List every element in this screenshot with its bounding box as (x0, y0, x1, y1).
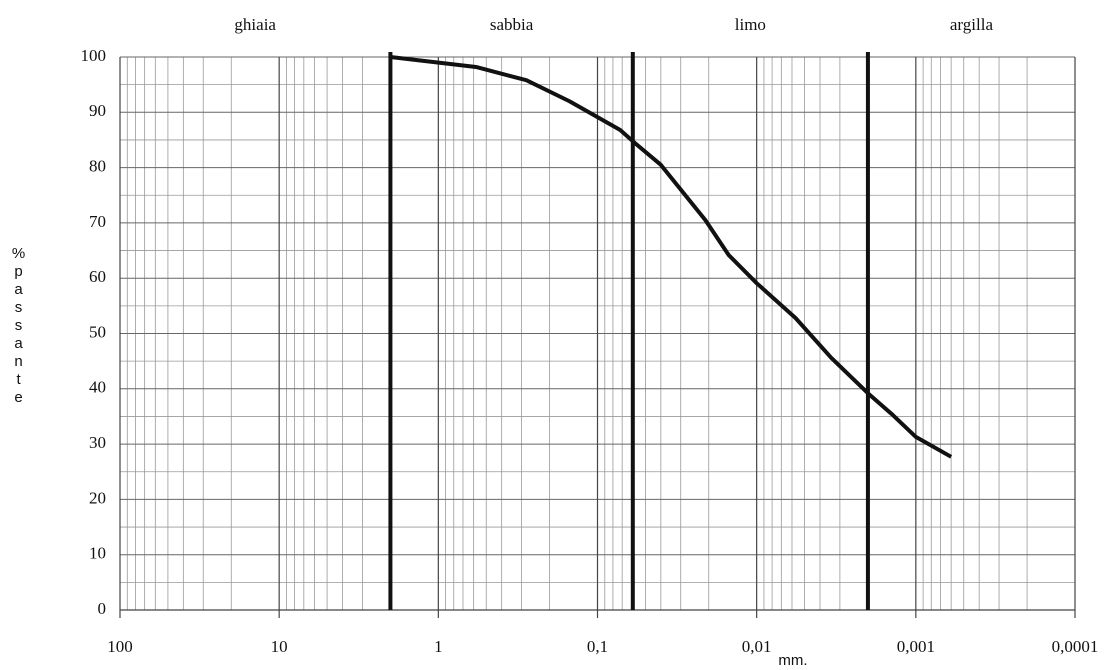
y-tick-label: 90 (89, 101, 106, 120)
x-tick-label: 0,1 (587, 637, 608, 656)
zone-label: argilla (950, 15, 994, 34)
y-tick-label: 30 (89, 433, 106, 452)
x-tick-label: 10 (271, 637, 288, 656)
y-tick-label: 70 (89, 212, 106, 231)
x-tick-label: 1 (434, 637, 443, 656)
x-axis-label: mm. (778, 652, 807, 669)
y-tick-label: 80 (89, 157, 106, 176)
y-tick-label: 50 (89, 322, 106, 341)
x-tick-label: 0,001 (897, 637, 935, 656)
grading-curve (390, 55, 953, 459)
y-axis-label: %passante (10, 245, 27, 407)
y-tick-label: 10 (89, 544, 106, 563)
zone-label: sabbia (490, 15, 534, 34)
zone-label: ghiaia (234, 15, 276, 34)
y-tick-label: 60 (89, 267, 106, 286)
zone-label: limo (735, 15, 766, 34)
x-tick-label: 0,01 (742, 637, 772, 656)
y-tick-label: 100 (81, 46, 107, 65)
y-tick-label: 40 (89, 378, 106, 397)
x-tick-label: 0,0001 (1052, 637, 1099, 656)
x-tick-label: 100 (107, 637, 133, 656)
y-tick-label: 0 (98, 599, 107, 618)
y-tick-label: 20 (89, 488, 106, 507)
